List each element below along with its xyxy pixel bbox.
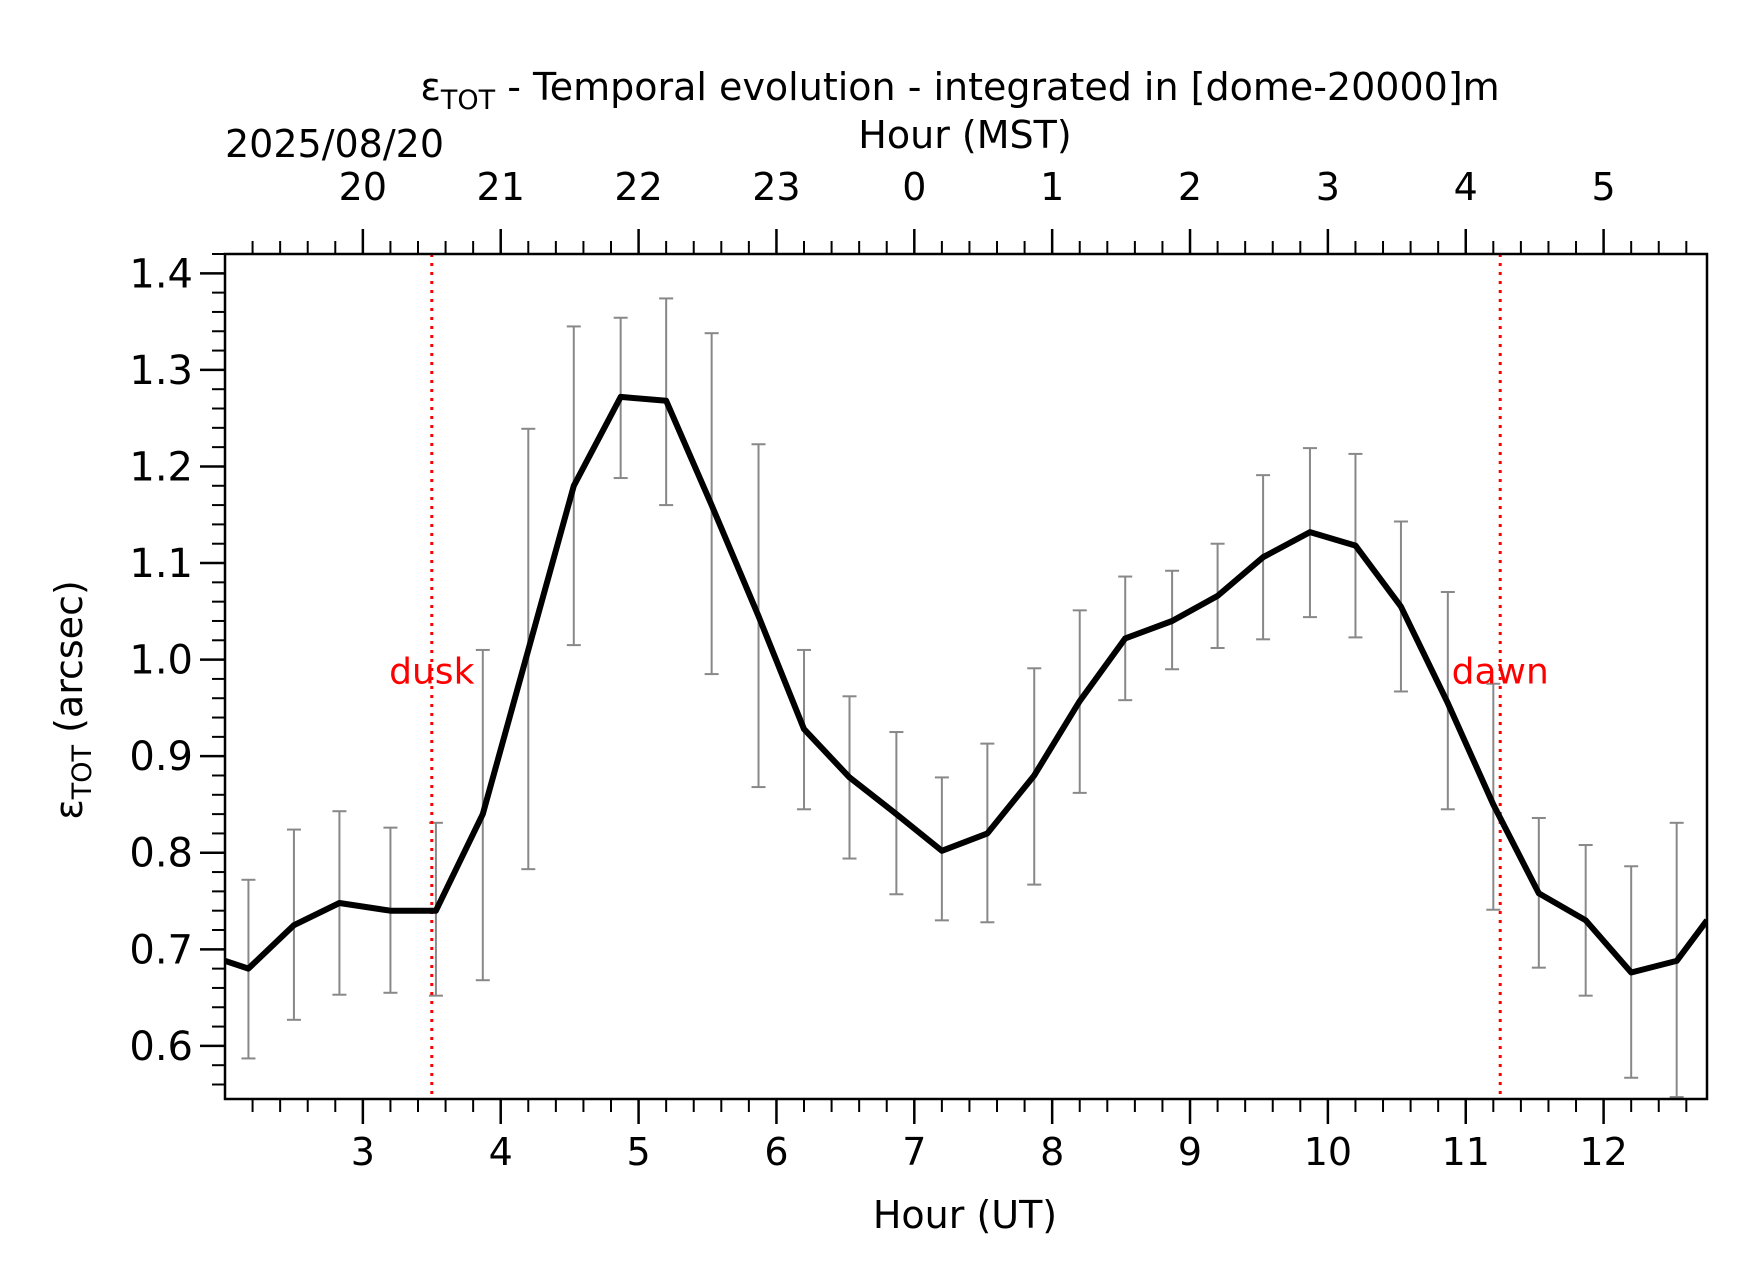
vline-label-dusk: dusk: [389, 652, 474, 693]
x-top-tick-label: 22: [614, 165, 662, 209]
error-bar: [1486, 682, 1501, 911]
x-top-tick-label: 20: [339, 165, 387, 209]
y-label-symbol: ε: [47, 799, 91, 820]
x-top-tick-label: 3: [1316, 165, 1340, 209]
plot-layer: dusk dawn: [225, 254, 1707, 1099]
vline-label-dawn: dawn: [1452, 652, 1549, 693]
title-symbol: ε: [420, 65, 441, 109]
x-tick-label: 8: [1040, 1130, 1064, 1174]
y-label-subscript: TOT: [67, 744, 98, 800]
x-tick-label: 9: [1178, 1130, 1202, 1174]
y-tick-label: 0.8: [129, 831, 193, 877]
y-axis-label: εTOT (arcsec): [47, 580, 98, 820]
top-axis-label: Hour (MST): [858, 113, 1071, 157]
x-top-tick-label: 23: [752, 165, 800, 209]
x-top-tick-label: 0: [902, 165, 926, 209]
x-tick-label: 10: [1304, 1130, 1352, 1174]
plot-frame: [223, 252, 1709, 1101]
y-tick-label: 1.0: [129, 638, 193, 684]
chart-title: εTOT - Temporal evolution - integrated i…: [420, 65, 1499, 116]
x-tick-label: 6: [764, 1130, 788, 1174]
series-line: [225, 393, 1707, 976]
y-tick-label: 0.7: [129, 927, 193, 973]
y-tick-label: 1.1: [129, 541, 193, 587]
y-tick-label: 1.3: [129, 348, 193, 394]
x-tick-label: 3: [351, 1130, 375, 1174]
x-tick-label: 11: [1442, 1130, 1490, 1174]
x-top-tick-label: 21: [477, 165, 525, 209]
x-top-tick-label: 5: [1592, 165, 1616, 209]
x-top-tick-label: 4: [1454, 165, 1478, 209]
x-tick-label: 5: [626, 1130, 650, 1174]
y-tick-label: 0.6: [129, 1024, 193, 1070]
title-text: - Temporal evolution - integrated in [do…: [495, 65, 1500, 109]
y-tick-label: 1.4: [129, 251, 193, 297]
y-tick-label: 0.9: [129, 734, 193, 780]
y-label-text: (arcsec): [47, 580, 91, 745]
x-top-tick-label: 2: [1178, 165, 1202, 209]
x-axis-label: Hour (UT): [873, 1193, 1057, 1237]
plot-area: [225, 254, 1707, 1099]
x-top-tick-label: 1: [1040, 165, 1064, 209]
title-subscript: TOT: [440, 85, 496, 116]
x-tick-label: 12: [1579, 1130, 1627, 1174]
y-tick-label: 1.2: [129, 444, 193, 490]
date-label: 2025/08/20: [225, 122, 444, 166]
x-tick-label: 7: [902, 1130, 926, 1174]
x-tick-label: 4: [489, 1130, 513, 1174]
